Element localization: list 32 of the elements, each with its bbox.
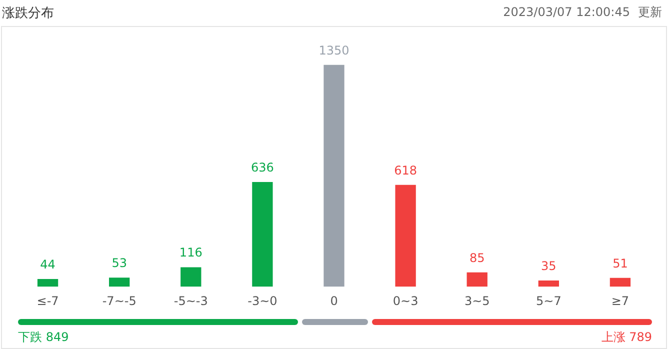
data-label: 51	[612, 256, 628, 270]
bar	[180, 267, 202, 287]
x-tick-label: -5~-3	[174, 294, 208, 308]
bar	[395, 184, 416, 287]
chart-title: 涨跌分布	[2, 5, 54, 22]
bar	[252, 182, 273, 287]
bar	[324, 64, 344, 287]
data-label: 53	[112, 256, 127, 270]
x-tick-label: 0~3	[392, 294, 418, 308]
x-tick-label: -7~-5	[102, 294, 136, 308]
x-tick-label: 0	[330, 294, 338, 308]
x-tick-label: 5~7	[536, 294, 562, 308]
data-label: 618	[394, 163, 418, 178]
data-label: 44	[40, 258, 56, 272]
bar	[466, 272, 488, 287]
data-label: 116	[179, 246, 202, 260]
x-tick-label: -3~0	[248, 294, 278, 308]
bar	[109, 278, 130, 287]
bar	[538, 280, 559, 287]
data-label: 1350	[318, 43, 350, 58]
x-tick-label: ≥7	[611, 294, 630, 308]
text: 更新	[638, 5, 662, 19]
x-tick-label: ≤-7	[36, 294, 59, 308]
data-label: 85	[469, 250, 485, 265]
data-label: 636	[250, 160, 274, 174]
bar	[37, 279, 58, 287]
text: 上涨 789	[601, 329, 652, 346]
text: 下跌 849	[18, 329, 69, 346]
text: 2023/03/07 12:00:45	[503, 5, 630, 19]
bar	[610, 278, 631, 287]
x-tick-label: 3~5	[464, 294, 490, 308]
data-label: 35	[541, 258, 556, 273]
